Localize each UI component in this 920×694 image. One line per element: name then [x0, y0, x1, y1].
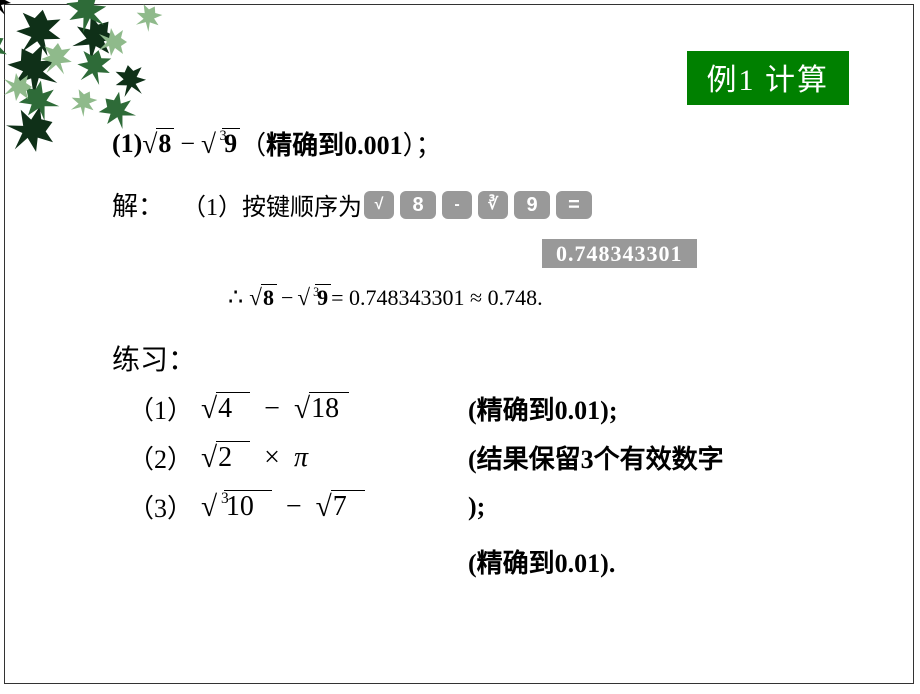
practice-item-3: （3） 310 − 7 ); [128, 488, 882, 525]
pr1-idx: （1） [128, 390, 193, 427]
pr2-note: (结果保留3个有效数字 [468, 439, 724, 476]
trailing-note: (精确到0.01). [468, 543, 615, 580]
pr2-idx: （2） [128, 439, 193, 476]
pr3-op: − [286, 491, 302, 523]
pr1-sqrt4: 4 [201, 392, 250, 425]
content-area: (1) 8 − 39 （精确到0.001）； 解： （1）按键顺序为 √ 8 -… [112, 125, 882, 580]
practice-trailing: (精确到0.01). [128, 543, 882, 580]
problem-1: (1) 8 − 39 （精确到0.001）； [112, 125, 882, 162]
calc-key-row: √ 8 - ∛ 9 = [364, 191, 592, 219]
calc-display: 0.748343301 [542, 239, 697, 268]
key-sqrt: √ [364, 191, 394, 219]
p1-index: (1) [112, 129, 142, 159]
concl-cbrt9: 39 [297, 284, 331, 311]
concl-eq: = 0.748343301 ≈ 0.748. [331, 285, 542, 311]
pr3-note: ); [468, 492, 485, 522]
pr3-sqrt7: 7 [316, 490, 365, 523]
pr1-note: (精确到0.01); [468, 390, 617, 427]
pr2-pi: π [294, 442, 308, 474]
key-eq: = [556, 191, 592, 219]
pr3-cbrt10: 310 [201, 490, 272, 523]
practice-item-1: （1） 4 − 18 (精确到0.01); [128, 390, 882, 427]
concl-sqrt8: 8 [249, 284, 277, 311]
minus-sign: − [180, 129, 195, 159]
therefore-sym: ∴ [228, 283, 243, 312]
pr2-op: × [264, 442, 280, 474]
p1-sqrt8: 8 [142, 128, 174, 159]
slide-frame: 例1 计算 (1) 8 − 39 （精确到0.001）； 解： （1）按键顺序为… [4, 4, 914, 684]
solution-label: 解： [112, 186, 182, 223]
example-title-text: 例1 计算 [707, 64, 830, 97]
solution-row: 解： （1）按键顺序为 √ 8 - ∛ 9 = [112, 186, 882, 223]
practice-item-2: （2） 2 × π (结果保留3个有效数字 [128, 439, 882, 476]
calc-display-row: 0.748343301 [542, 241, 882, 267]
key-minus: - [442, 191, 472, 219]
key-cbrt: ∛ [478, 191, 508, 219]
pr1-sqrt18: 18 [294, 392, 349, 425]
pr1-op: − [264, 393, 280, 425]
practice-heading: 练习： [112, 338, 882, 378]
p1-cbrt9: 39 [201, 128, 240, 159]
example-title-badge: 例1 计算 [687, 51, 850, 105]
p1-note: （精确到0.001）； [240, 125, 442, 162]
seq-prefix: （1）按键顺序为 [182, 187, 362, 222]
pr2-sqrt2: 2 [201, 441, 250, 474]
key-8: 8 [400, 191, 436, 219]
conclusion-row: ∴ 8 − 39 = 0.748343301 ≈ 0.748. [228, 283, 882, 312]
concl-minus: − [281, 285, 293, 311]
pr3-idx: （3） [128, 488, 193, 525]
key-9: 9 [514, 191, 550, 219]
